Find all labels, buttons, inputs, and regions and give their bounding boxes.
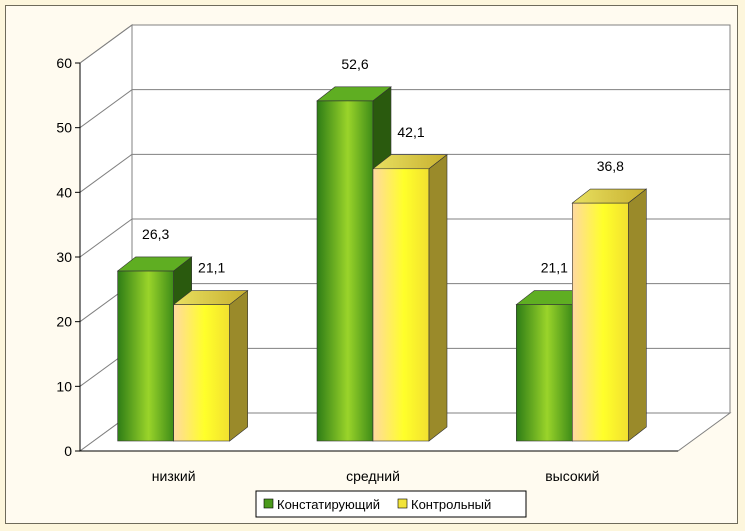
data-label: 26,3: [142, 226, 169, 242]
data-labels: 26,3 21,1 52,6 42,1 21,1 36,8: [142, 56, 624, 276]
bar-side: [229, 289, 248, 442]
bar-front-yellow: [372, 168, 430, 442]
legend-label-series-2: Контрольный: [411, 497, 491, 512]
y-tick-label: 20: [56, 314, 72, 330]
legend-swatch-yellow: [397, 498, 408, 509]
legend-swatch-green: [263, 498, 274, 509]
bar-front-green: [117, 270, 174, 442]
bar-front-green: [316, 100, 374, 442]
bar-front-yellow: [173, 304, 230, 442]
legend: Констатирующий Контрольный: [255, 490, 527, 518]
y-tick-label: 50: [56, 120, 72, 136]
data-label: 36,8: [597, 158, 624, 174]
bar-chart: 0 10 20 30 40 50 60 низкий средний высокий 26,3 21…: [56, 24, 732, 518]
bar-side: [628, 188, 647, 442]
y-tick-label: 30: [56, 249, 72, 265]
bar-front-green: [516, 304, 573, 442]
x-category-label: средний: [346, 468, 400, 484]
x-category-label: низкий: [152, 468, 196, 484]
gridline-side: [79, 153, 133, 193]
data-label: 21,1: [198, 260, 225, 276]
y-tick-label: 0: [64, 443, 72, 459]
legend-box: [255, 490, 527, 518]
data-label: 52,6: [341, 56, 368, 72]
y-tick-label: 10: [56, 378, 72, 394]
legend-label-series-1: Констатирующий: [277, 497, 380, 512]
gridline-side: [79, 89, 133, 129]
data-label: 42,1: [397, 124, 424, 140]
bar-side: [428, 154, 448, 442]
bar-front-yellow: [572, 202, 629, 442]
x-category-label: высокий: [545, 468, 599, 484]
gridline-side: [79, 24, 133, 64]
axes: 0 10 20 30 40 50 60 низкий средний высокий: [56, 55, 678, 484]
y-tick-label: 60: [56, 55, 72, 71]
gridline-side: [79, 218, 133, 258]
chart-frame: 0 10 20 30 40 50 60 низкий средний высокий 26,3 21…: [5, 5, 738, 524]
y-tick-label: 40: [56, 184, 72, 200]
data-label: 21,1: [541, 260, 568, 276]
bars: [116, 86, 648, 442]
